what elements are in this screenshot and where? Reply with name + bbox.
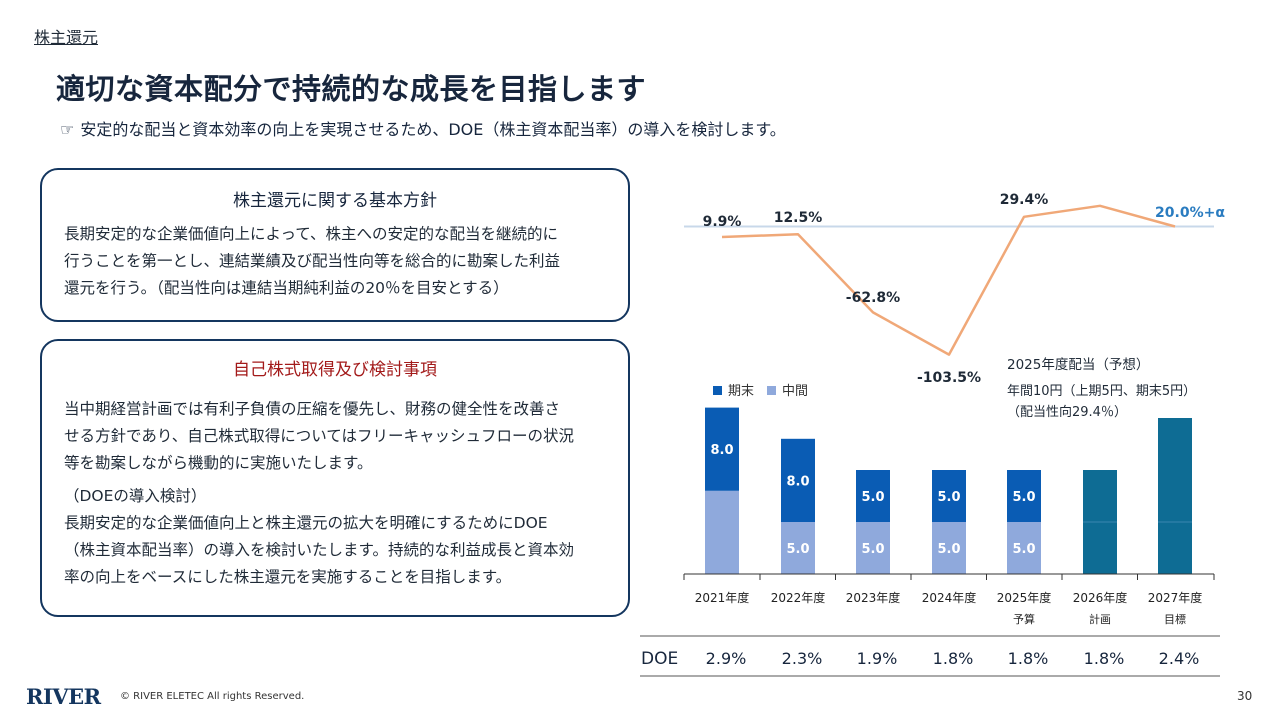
category-sublabel-5: 計画 <box>1089 612 1111 626</box>
bar-yearend-4 <box>1007 470 1041 522</box>
policy-line: 長期安定的な企業価値向上によって、株主への安定的な配当を継続的に <box>64 225 558 243</box>
payout-label-0: 9.9% <box>703 214 742 230</box>
category-label-6: 2027年度 <box>1148 590 1203 605</box>
buyback-panel: 自己株式取得及び検討事項 当中期経営計画では有利子負債の圧縮を優先し、財務の健全… <box>40 339 630 617</box>
buyback-panel-title: 自己株式取得及び検討事項 <box>233 360 437 380</box>
copyright: © RIVER ELETEC All rights Reserved. <box>120 691 305 702</box>
bar-future-6 <box>1158 418 1192 574</box>
page-number: 30 <box>1237 689 1253 703</box>
payout-label-1: 12.5% <box>774 210 823 226</box>
river-logo: RIVER <box>26 684 101 709</box>
buyback-panel-body: 当中期経営計画では有利子負債の圧縮を優先し、財務の健全性を改善さ せる方針であり… <box>42 396 628 591</box>
bar-interim-3 <box>932 522 966 574</box>
bar-label-yearend-4: 5.0 <box>1012 490 1035 505</box>
category-label-5: 2026年度 <box>1073 590 1128 605</box>
annotation-line1: 年間10円（上期5円、期末5円） <box>1007 384 1196 399</box>
category-sublabel-4: 予算 <box>1013 612 1035 626</box>
bar-label-yearend-2: 5.0 <box>861 490 884 505</box>
bar-label-interim-4: 5.0 <box>1012 542 1035 557</box>
annotation-title: 2025年度配当（予想） <box>1007 357 1149 373</box>
bar-interim-0 <box>705 490 739 574</box>
policy-panel-body: 長期安定的な企業価値向上によって、株主への安定的な配当を継続的に 行うことを第一… <box>42 221 628 302</box>
payout-label-3: -103.5% <box>917 370 981 386</box>
buyback-line: 当中期経営計画では有利子負債の圧縮を優先し、財務の健全性を改善さ <box>64 400 561 418</box>
bar-label-yearend-1: 8.0 <box>786 474 809 489</box>
legend-label-interim: 中間 <box>782 384 808 399</box>
legend-label-yearend: 期末 <box>728 384 754 399</box>
category-label-4: 2025年度 <box>997 590 1052 605</box>
buyback-line: せる方針であり、自己株式取得についてはフリーキャッシュフローの状況 <box>64 427 574 445</box>
bar-label-yearend-3: 5.0 <box>937 490 960 505</box>
doe-row-label: DOE <box>641 649 678 669</box>
section-label: 株主還元 <box>34 28 99 47</box>
policy-line: 還元を行う。（配当性向は連結当期純利益の20％を目安とする） <box>64 279 509 297</box>
doe-value-5: 1.8% <box>1084 649 1125 668</box>
bar-label-interim-3: 5.0 <box>937 542 960 557</box>
pointing-hand-icon: ☞ <box>60 120 75 139</box>
doe-value-3: 1.8% <box>933 649 974 668</box>
doe-line: 率の向上をベースにした株主還元を実施することを目指します。 <box>64 568 512 586</box>
bar-label-interim-2: 5.0 <box>861 542 884 557</box>
doe-line: 長期安定的な企業価値向上と株主還元の拡大を明確にするためにDOE <box>64 514 548 532</box>
bar-yearend-1 <box>781 438 815 522</box>
bar-interim-1 <box>781 522 815 574</box>
policy-panel: 株主還元に関する基本方針 長期安定的な企業価値向上によって、株主への安定的な配当… <box>40 168 630 322</box>
category-sublabel-6: 目標 <box>1164 612 1186 626</box>
payout-label-6: 20.0%+α <box>1155 205 1225 221</box>
bar-label-interim-1: 5.0 <box>786 542 809 557</box>
bar-interim-2 <box>856 522 890 574</box>
payout-ratio-line <box>721 204 1176 356</box>
doe-line: （株主資本配当率）の導入を検討いたします。持続的な利益成長と資本効 <box>64 541 574 559</box>
bar-yearend-2 <box>856 470 890 522</box>
category-label-2: 2023年度 <box>846 590 901 605</box>
payout-label-2: -62.8% <box>846 290 900 306</box>
legend-swatch-interim <box>767 386 776 395</box>
category-label-1: 2022年度 <box>771 590 826 605</box>
bar-label-yearend-0: 8.0 <box>710 443 733 458</box>
doe-heading: （DOEの導入検討） <box>64 487 207 505</box>
legend-swatch-yearend <box>713 386 722 395</box>
annotation-line2: （配当性向29.4％） <box>1007 404 1127 420</box>
doe-value-4: 1.8% <box>1008 649 1049 668</box>
buyback-line: 等を勘案しながら機動的に実施いたします。 <box>64 454 373 472</box>
category-label-3: 2024年度 <box>922 590 977 605</box>
doe-value-2: 1.9% <box>857 649 898 668</box>
page-title: 適切な資本配分で持続的な成長を目指します <box>56 72 647 106</box>
subtitle-text: 安定的な配当と資本効率の向上を実現させるため、DOE（株主資本配当率）の導入を検… <box>80 120 786 139</box>
policy-line: 行うことを第一とし、連結業績及び配当性向等を総合的に勘案した利益 <box>64 252 561 270</box>
bar-yearend-0 <box>705 407 739 491</box>
doe-value-1: 2.3% <box>782 649 823 668</box>
doe-value-0: 2.9% <box>706 649 747 668</box>
bar-yearend-3 <box>932 470 966 522</box>
policy-panel-title: 株主還元に関する基本方針 <box>233 191 437 211</box>
subtitle: ☞ 安定的な配当と資本効率の向上を実現させるため、DOE（株主資本配当率）の導入を… <box>60 116 786 140</box>
bar-interim-4 <box>1007 522 1041 574</box>
category-label-0: 2021年度 <box>695 590 750 605</box>
doe-value-6: 2.4% <box>1159 649 1200 668</box>
payout-label-4: 29.4% <box>1000 192 1049 208</box>
